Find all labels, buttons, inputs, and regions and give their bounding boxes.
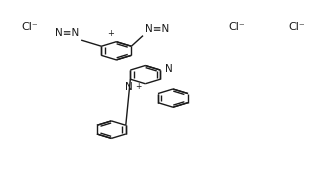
Text: N≡N: N≡N [55,28,80,38]
Text: N: N [165,64,172,74]
Text: N: N [125,82,132,92]
Text: +: + [135,82,142,91]
Text: +: + [108,29,115,38]
Text: Cl⁻: Cl⁻ [22,22,38,32]
Text: Cl⁻: Cl⁻ [288,22,305,32]
Text: N≡N: N≡N [145,24,169,34]
Text: Cl⁻: Cl⁻ [228,22,245,32]
